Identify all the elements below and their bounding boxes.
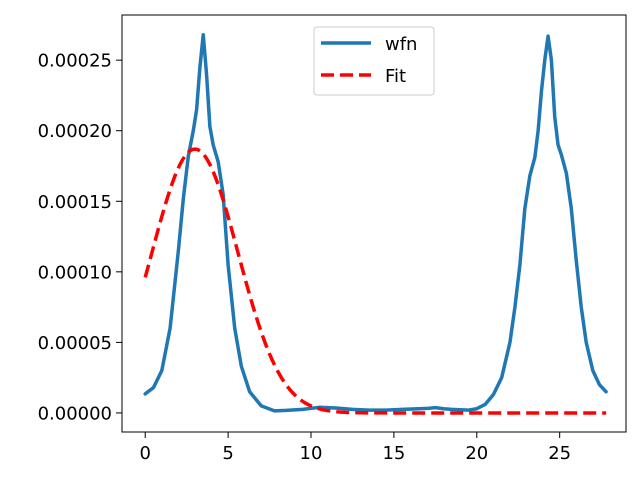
x-tick-label: 10 bbox=[300, 443, 323, 464]
y-tick-label: 0.00020 bbox=[38, 121, 112, 142]
y-tick-label: 0.00000 bbox=[38, 403, 112, 424]
x-tick-label: 0 bbox=[139, 443, 150, 464]
x-axis-ticks: 0 5 10 15 20 25 bbox=[139, 432, 571, 464]
legend-label-fit: Fit bbox=[385, 66, 406, 87]
axes-frame bbox=[121, 14, 627, 433]
legend: wfn Fit bbox=[313, 26, 435, 96]
x-tick-label: 15 bbox=[382, 443, 405, 464]
y-tick-label: 0.00005 bbox=[38, 333, 112, 354]
series-line-wfn bbox=[143, 33, 608, 413]
plot-area bbox=[121, 14, 627, 433]
legend-label-wfn: wfn bbox=[385, 34, 417, 55]
y-tick-label: 0.00025 bbox=[38, 51, 112, 72]
x-tick-label: 20 bbox=[465, 443, 488, 464]
x-tick-label: 25 bbox=[548, 443, 571, 464]
series-line-fit bbox=[143, 147, 607, 415]
y-tick-label: 0.00015 bbox=[38, 192, 112, 213]
y-tick-label: 0.00010 bbox=[38, 262, 112, 283]
y-axis-ticks: 0.00000 0.00005 0.00010 0.00015 0.00020 0.000… bbox=[38, 51, 122, 424]
series-layer bbox=[143, 33, 608, 415]
x-tick-label: 5 bbox=[222, 443, 233, 464]
